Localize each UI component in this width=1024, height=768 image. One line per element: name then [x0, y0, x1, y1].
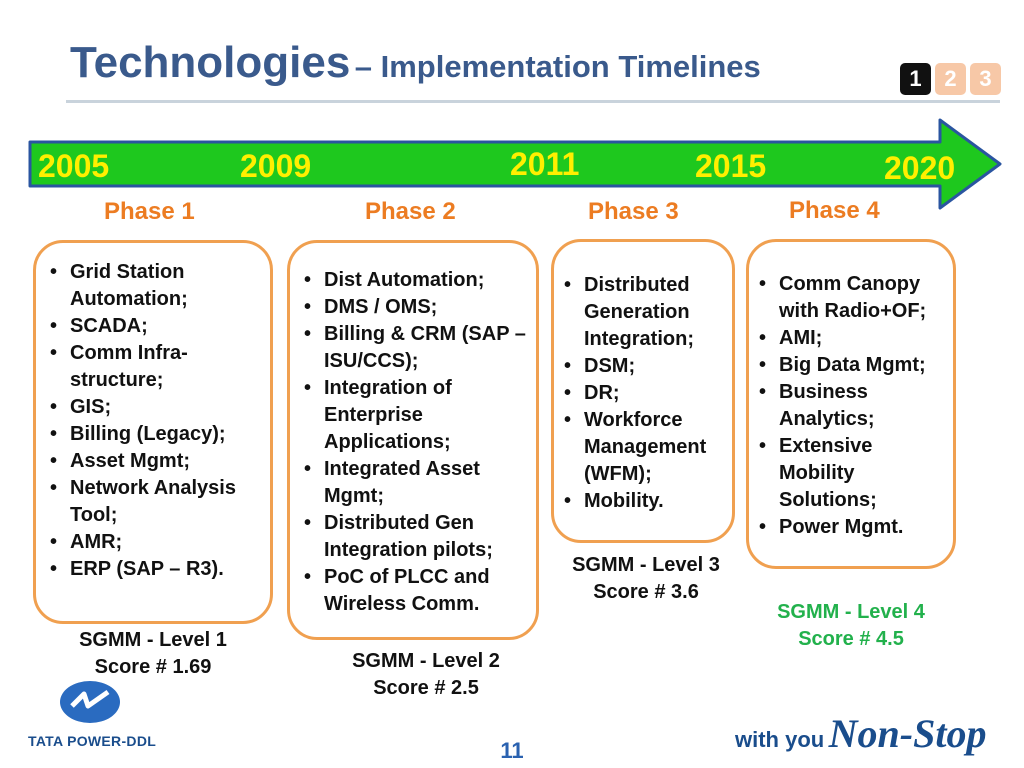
tagline: with you Non-Stop — [735, 710, 986, 757]
page-number: 11 — [500, 738, 524, 763]
year-2005: 2005 — [38, 148, 110, 184]
pager-item-1[interactable]: 1 — [900, 63, 931, 95]
logo-text: TATA POWER-DDL — [28, 733, 157, 749]
tagline-with: with you — [735, 727, 825, 752]
header-divider — [66, 100, 1000, 103]
phase-4-list: Comm Canopy with Radio+OF; AMI; Big Data… — [759, 271, 947, 541]
list-item: DMS / OMS; — [304, 294, 528, 321]
list-item: Business Analytics; — [759, 379, 947, 433]
year-2011: 2011 — [510, 146, 580, 182]
list-item: Billing (Legacy); — [50, 421, 262, 448]
sgmm-score: Score # 4.5 — [798, 628, 904, 650]
list-item: AMR; — [50, 529, 262, 556]
list-item: DR; — [564, 380, 726, 407]
page-title: Technologies – Implementation Timelines — [70, 38, 761, 88]
list-item: Asset Mgmt; — [50, 448, 262, 475]
list-item: Workforce Management (WFM); — [564, 407, 726, 488]
phase-3-sgmm: SGMM - Level 3 Score # 3.6 — [536, 552, 756, 606]
phase-1-box: Grid Station Automation; SCADA; Comm Inf… — [33, 240, 273, 624]
list-item: Grid Station Automation; — [50, 259, 262, 313]
company-logo: TATA POWER-DDL — [28, 680, 156, 749]
list-item: Distributed Generation Integration; — [564, 272, 726, 353]
list-item: Billing & CRM (SAP – ISU/CCS); — [304, 321, 528, 375]
phase-2-list: Dist Automation; DMS / OMS; Billing & CR… — [304, 267, 528, 618]
list-item: Comm Canopy with Radio+OF; — [759, 271, 947, 325]
sgmm-level: SGMM - Level 2 — [352, 650, 500, 672]
list-item: Comm Infra-structure; — [50, 340, 262, 394]
phase-3-label: Phase 3 — [588, 198, 679, 225]
list-item: Integration of Enterprise Applications; — [304, 375, 528, 456]
list-item: Power Mgmt. — [759, 514, 947, 541]
list-item: Integrated Asset Mgmt; — [304, 456, 528, 510]
pager-item-3[interactable]: 3 — [970, 63, 1001, 95]
year-2009: 2009 — [240, 148, 312, 184]
list-item: ERP (SAP – R3). — [50, 556, 262, 583]
list-item: Big Data Mgmt; — [759, 352, 947, 379]
list-item: Extensive Mobility Solutions; — [759, 433, 947, 514]
phase-3-list: Distributed Generation Integration; DSM;… — [564, 272, 726, 515]
list-item: SCADA; — [50, 313, 262, 340]
title-sub: – Implementation Timelines — [354, 49, 761, 84]
pager-item-2[interactable]: 2 — [935, 63, 966, 95]
phase-3-box: Distributed Generation Integration; DSM;… — [551, 239, 735, 543]
phase-4-box: Comm Canopy with Radio+OF; AMI; Big Data… — [746, 239, 956, 569]
list-item: AMI; — [759, 325, 947, 352]
phase-1-label: Phase 1 — [104, 198, 195, 225]
list-item: GIS; — [50, 394, 262, 421]
list-item: DSM; — [564, 353, 726, 380]
list-item: Mobility. — [564, 488, 726, 515]
list-item: Distributed Gen Integration pilots; — [304, 510, 528, 564]
list-item: Network Analysis Tool; — [50, 475, 262, 529]
year-2015: 2015 — [695, 148, 767, 184]
tagline-nonstop: Non-Stop — [828, 711, 987, 756]
title-main: Technologies — [70, 38, 351, 87]
year-2020: 2020 — [884, 150, 956, 186]
phase-4-sgmm: SGMM - Level 4 Score # 4.5 — [741, 599, 961, 653]
phase-2-box: Dist Automation; DMS / OMS; Billing & CR… — [287, 240, 539, 640]
sgmm-score: Score # 1.69 — [94, 656, 212, 678]
sgmm-level: SGMM - Level 1 — [79, 629, 227, 651]
timeline-arrow — [28, 118, 1002, 210]
phase-4-label: Phase 4 — [789, 197, 880, 224]
list-item: PoC of PLCC and Wireless Comm. — [304, 564, 528, 618]
phase-2-sgmm: SGMM - Level 2 Score # 2.5 — [316, 648, 536, 702]
sgmm-level: SGMM - Level 4 — [777, 601, 925, 623]
phase-2-label: Phase 2 — [365, 198, 456, 225]
list-item: Dist Automation; — [304, 267, 528, 294]
sgmm-score: Score # 2.5 — [373, 677, 479, 699]
slide-pager: 1 2 3 — [900, 63, 1001, 95]
tata-logo-icon — [60, 681, 120, 723]
sgmm-level: SGMM - Level 3 — [572, 554, 720, 576]
phase-1-sgmm: SGMM - Level 1 Score # 1.69 — [43, 627, 263, 681]
sgmm-score: Score # 3.6 — [593, 581, 699, 603]
phase-1-list: Grid Station Automation; SCADA; Comm Inf… — [50, 259, 262, 583]
